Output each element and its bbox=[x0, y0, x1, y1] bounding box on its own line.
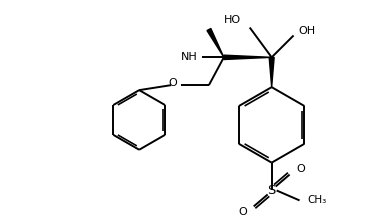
Text: CH₃: CH₃ bbox=[308, 195, 327, 205]
Text: S: S bbox=[268, 184, 276, 197]
Text: O: O bbox=[169, 78, 178, 88]
Polygon shape bbox=[207, 28, 224, 57]
Text: O: O bbox=[238, 207, 247, 217]
Text: NH: NH bbox=[180, 52, 197, 62]
Polygon shape bbox=[224, 55, 272, 60]
Text: HO: HO bbox=[224, 15, 241, 25]
Text: OH: OH bbox=[298, 26, 315, 37]
Text: O: O bbox=[296, 164, 305, 174]
Polygon shape bbox=[269, 57, 274, 87]
